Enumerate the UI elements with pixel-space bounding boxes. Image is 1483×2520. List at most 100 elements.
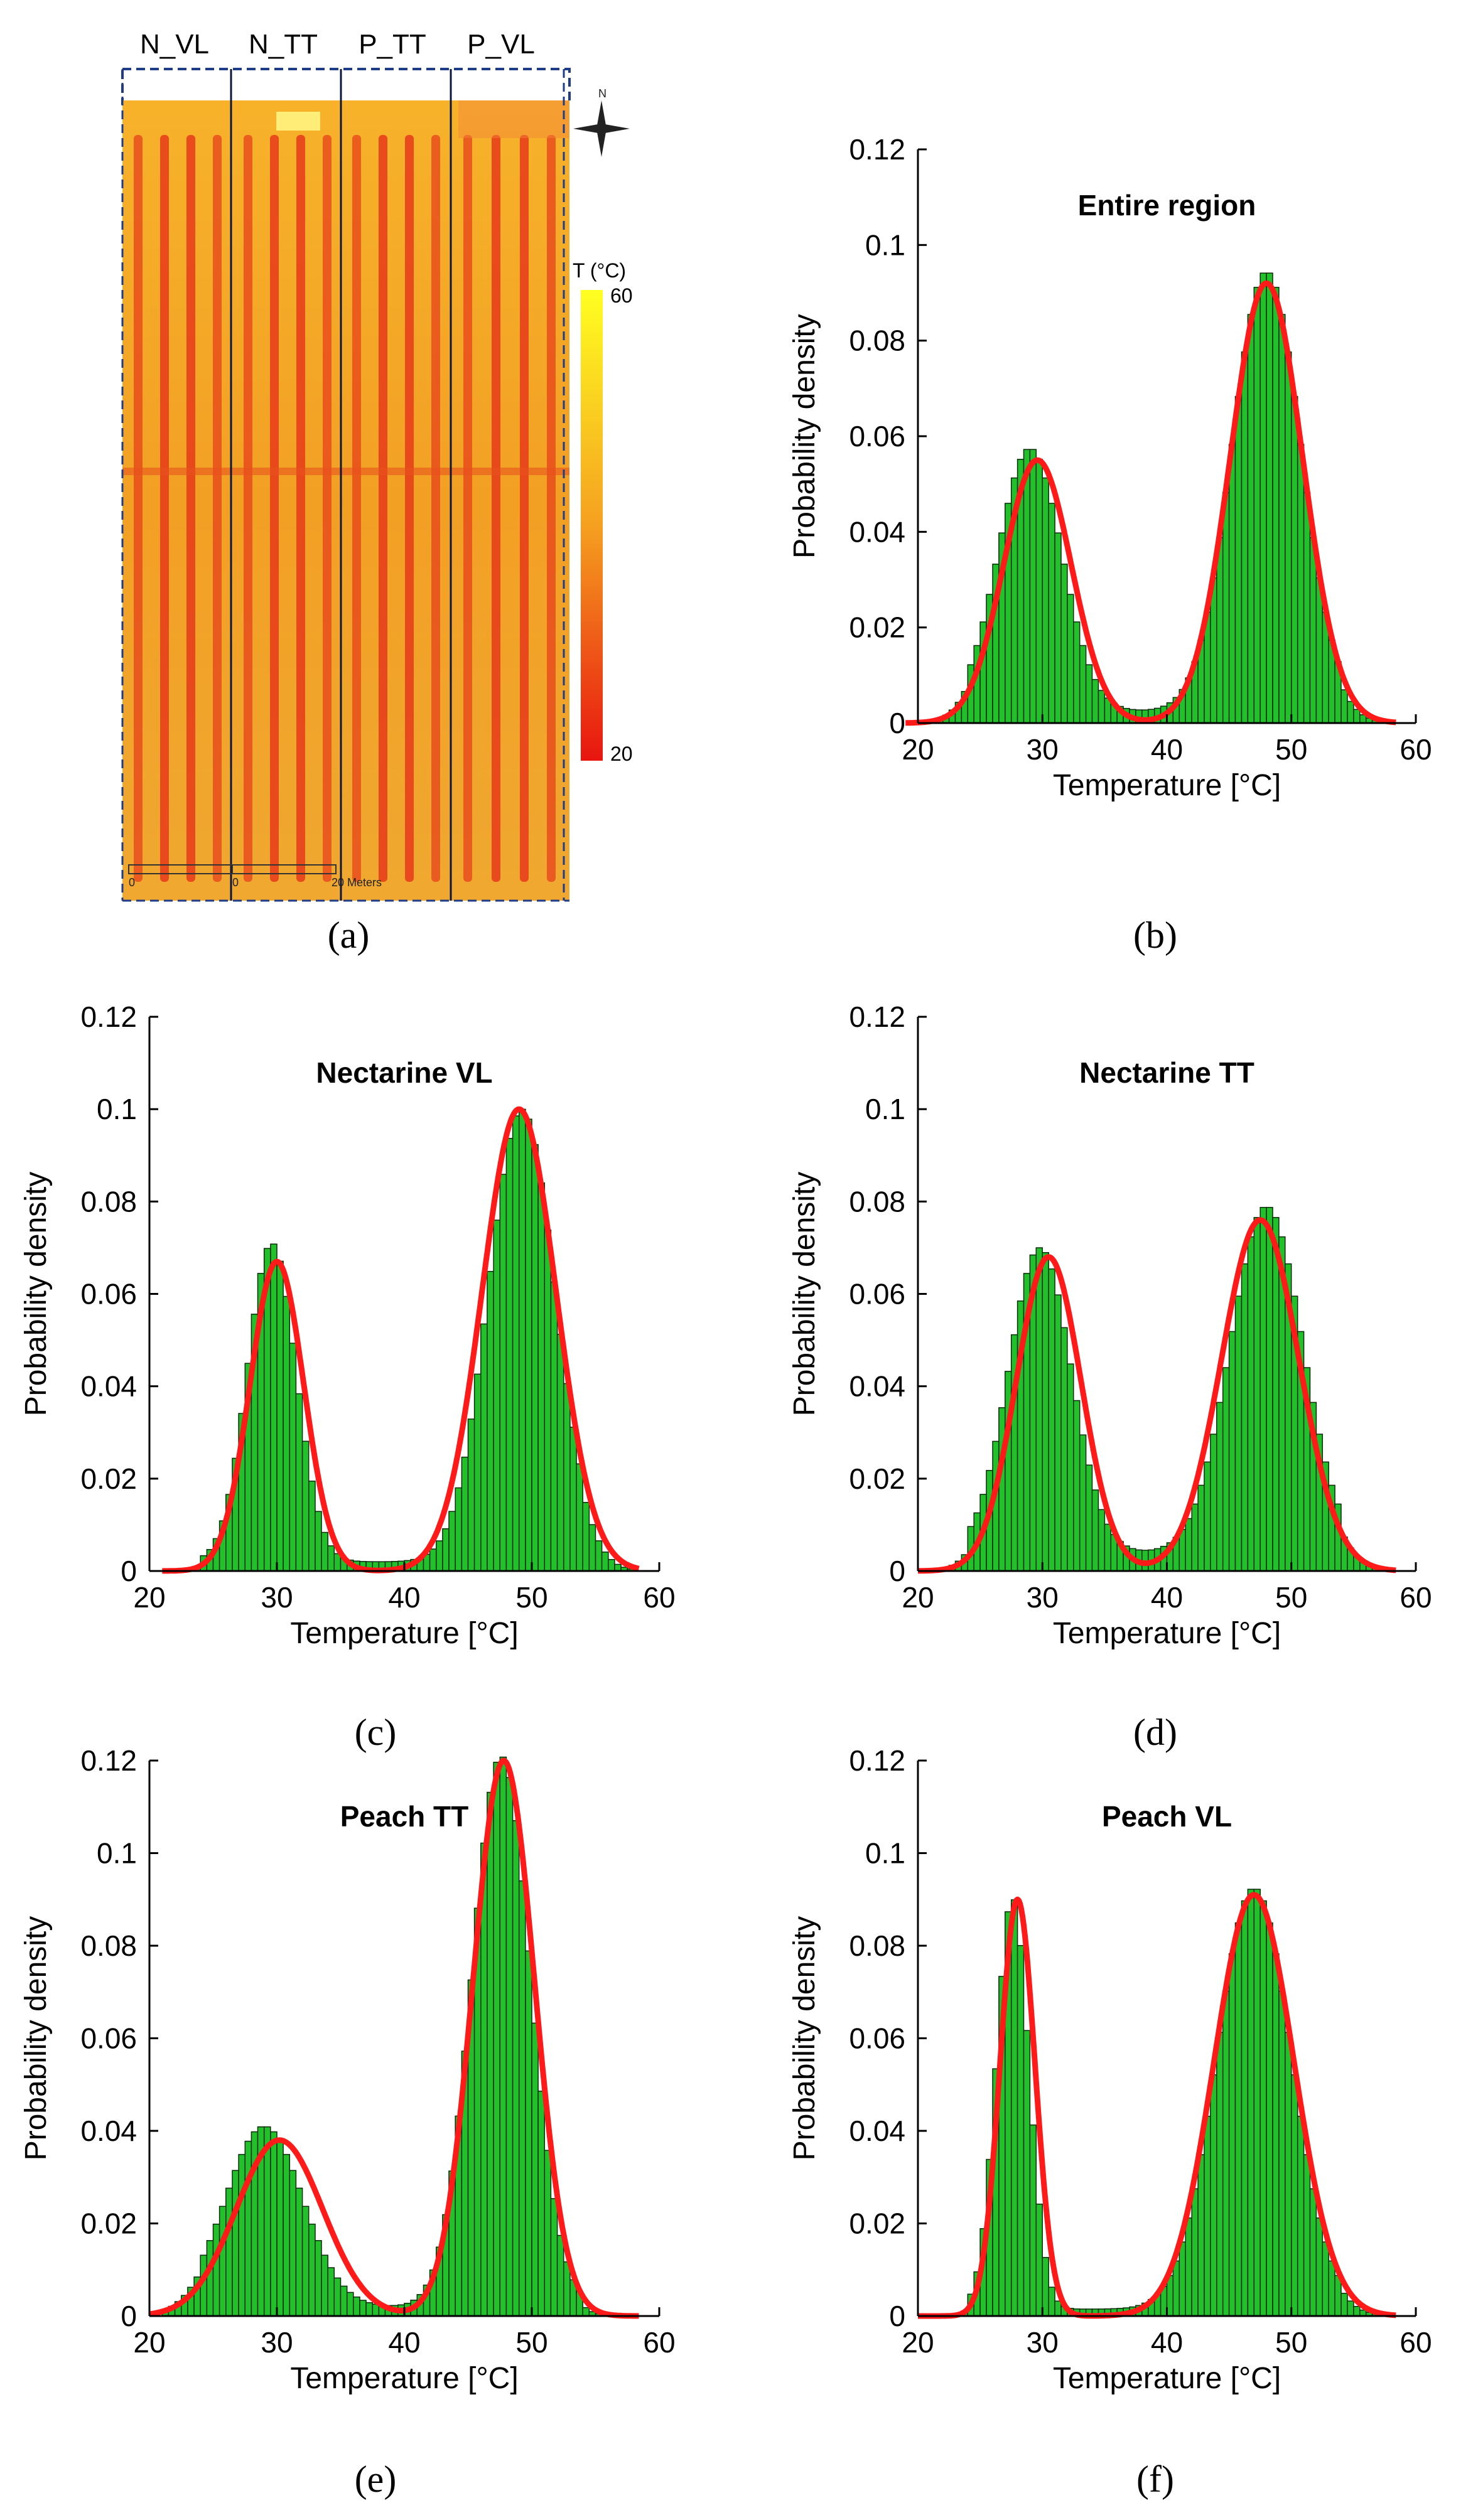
histogram-bar [1023,2030,1031,2317]
histogram-bar [359,2300,367,2317]
histogram-bar [493,1761,500,2317]
y-tick-label: 0.12 [80,1000,137,1033]
canopy-row [431,135,440,882]
histogram-bar [1054,532,1062,724]
canopy-row [323,135,332,882]
histogram-bar [1278,1990,1286,2317]
y-tick-label: 0.08 [849,1185,905,1218]
histogram-bar [1185,1518,1192,1572]
histogram-bar [1222,1367,1230,1572]
y-tick-label: 0 [121,2300,137,2332]
colorbar-max-label: 60 [610,284,633,307]
histogram-bar [1097,1509,1106,1572]
x-axis-label: Temperature [°C] [1053,769,1281,802]
histogram-bar [1322,2241,1329,2317]
y-tick-label: 0.1 [97,1093,137,1125]
edge-area [458,100,569,138]
histogram-bar [244,2140,252,2317]
histogram-bar [461,1456,469,1572]
histogram-bar [1278,314,1286,724]
x-tick-label: 40 [1151,733,1183,766]
panel-label-c: (c) [355,1712,397,1753]
histogram-bar [493,1220,500,1572]
chart-f: 20 30 40 50 60 0 0.02 0.04 0.06 0.08 0.1 0.12 Peach … [788,1744,1432,2395]
histogram-bar [436,1540,443,1572]
histogram-bar [1353,709,1361,724]
histogram-bar [1073,621,1081,724]
histogram-bar [1253,1217,1261,1572]
x-tick-label: 50 [515,1581,547,1614]
x-tick-label: 40 [388,1581,420,1614]
histogram-bar [1291,395,1298,724]
x-tick-label: 60 [1399,733,1432,766]
histogram-bar [1079,1434,1087,1572]
histogram-bar [289,1343,297,1572]
y-axis-label: Probability density [19,1916,53,2161]
x-tick-label: 20 [902,733,934,766]
y-tick-label: 0.06 [849,2022,905,2055]
histogram-bar [1204,2115,1211,2317]
canopy-row [244,135,252,882]
histogram-bar [1191,1503,1199,1572]
canopy-row [160,135,169,882]
histogram-bar [1023,449,1031,724]
histogram-bar [550,2198,558,2317]
histogram-bar [263,2126,271,2317]
histogram-bar [1035,1247,1043,1572]
histogram-bar [1091,1489,1099,1572]
x-tick-label: 50 [1275,1581,1307,1614]
histogram-bar [544,2150,552,2317]
x-tick-label: 50 [515,2326,547,2359]
canopy-row [520,135,529,882]
histogram-bar [614,1563,622,1572]
histogram-bar [480,1323,488,1572]
x-tick-label: 40 [388,2326,420,2359]
histogram-bar [1185,2217,1192,2317]
y-tick-label: 0.08 [849,1929,905,1962]
histogram-bar [1073,1400,1081,1572]
zone-label-p-vl: P_VL [467,29,535,60]
histogram-bar [1054,2300,1062,2317]
histogram-bar [505,1777,514,2317]
panel-label-f: (f) [1136,2458,1174,2500]
histogram-bar [1048,503,1055,724]
histogram-bar [1303,2154,1311,2317]
chart-title: Entire region [1078,189,1256,222]
chart-title: Peach TT [340,1800,469,1833]
y-tick-label: 0.1 [865,228,905,261]
histogram-bar [1259,1900,1267,2317]
histogram-bar [1228,444,1236,724]
histogram-bar [1234,1922,1243,2317]
x-tick-label: 30 [1027,1581,1059,1614]
chart-title: Nectarine TT [1079,1056,1254,1089]
histogram-bar [537,2090,546,2317]
histogram-bar [1178,2241,1186,2317]
colorbar-min-label: 20 [610,743,633,765]
scale-bar: 0 0 20 Meters [128,864,382,889]
histogram-bar [1216,1402,1224,1572]
hot-spot [276,112,320,131]
cross-path [122,468,569,475]
histogram-bar [473,1373,482,1572]
histogram-bar [525,1950,532,2317]
histogram-bar [1309,2188,1317,2317]
x-tick-label: 60 [643,1581,675,1614]
histogram-bar [1060,564,1068,724]
histogram-bar [518,1108,526,1572]
zone-header-box [121,68,571,105]
chart-e: 20 30 40 50 60 0 0.02 0.04 0.06 0.08 0.1 0.12 Peach … [19,1744,676,2395]
y-tick-label: 0.12 [849,1000,905,1033]
histogram-bar [1048,2287,1055,2317]
canopy-row [405,135,414,882]
histogram-bar [1241,1900,1249,2317]
canopy-row [296,135,305,882]
fit-curve [903,280,1398,726]
y-tick-label: 0.04 [849,515,905,548]
y-axis-label: Probability density [788,314,821,559]
histogram-bar [1241,351,1249,724]
histogram-bar [1253,287,1261,724]
y-axis-label: Probability density [19,1172,53,1417]
fit-curve [916,1892,1398,2319]
x-tick-label: 20 [133,1581,165,1614]
